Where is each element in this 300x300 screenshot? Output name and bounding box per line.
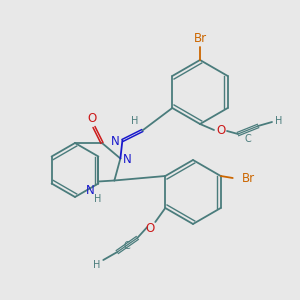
Text: H: H bbox=[131, 116, 138, 125]
Text: O: O bbox=[87, 112, 97, 125]
Text: Br: Br bbox=[194, 32, 207, 44]
Text: C: C bbox=[244, 134, 251, 144]
Text: H: H bbox=[275, 116, 283, 126]
Text: N: N bbox=[86, 184, 95, 197]
Text: O: O bbox=[216, 124, 226, 137]
Text: O: O bbox=[146, 223, 155, 236]
Text: N: N bbox=[111, 135, 120, 148]
Text: Br: Br bbox=[242, 172, 255, 184]
Text: H: H bbox=[93, 260, 100, 270]
Text: C: C bbox=[124, 241, 131, 251]
Text: N: N bbox=[123, 153, 132, 166]
Text: H: H bbox=[94, 194, 101, 205]
